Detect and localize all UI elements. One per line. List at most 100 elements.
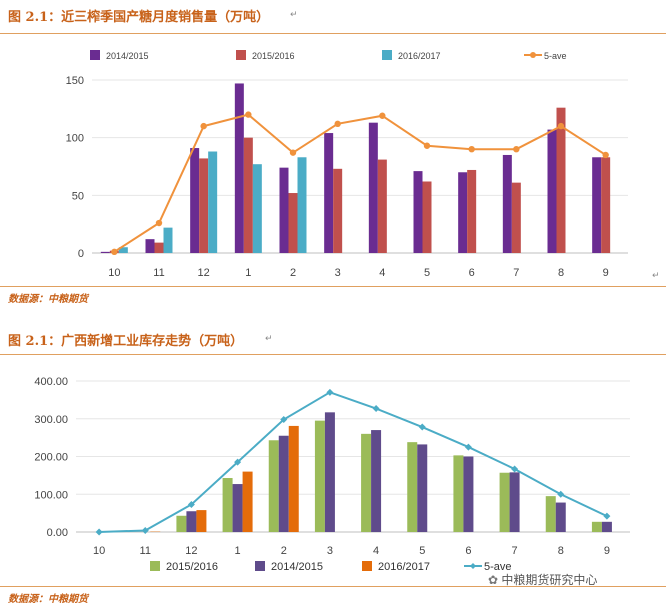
y-tick-label: 400.00 — [34, 376, 68, 388]
x-tick-label: 11 — [153, 267, 164, 279]
bar — [190, 148, 200, 253]
paragraph-mark: ↵ — [652, 270, 660, 280]
figure-1-source: 数据源：中粮期货 — [8, 294, 88, 305]
bar — [186, 511, 197, 532]
bar — [407, 442, 418, 532]
line-point — [602, 151, 609, 159]
line-point — [155, 219, 163, 227]
bar — [458, 172, 468, 253]
y-tick-label: 300.00 — [34, 414, 68, 426]
line-point — [557, 122, 565, 130]
legend-swatch — [255, 561, 265, 571]
x-tick-label: 1 — [235, 545, 241, 557]
legend-label: 2015/2016 — [166, 561, 218, 573]
bar — [154, 242, 164, 253]
bar — [324, 133, 334, 253]
y-tick-label: 50 — [72, 190, 84, 202]
legend-swatch — [236, 50, 246, 60]
paragraph-mark: ↵ — [265, 333, 273, 343]
x-tick-label: 9 — [603, 267, 609, 279]
bar — [297, 157, 307, 253]
bar — [176, 515, 187, 532]
bar — [100, 251, 110, 253]
bar — [243, 137, 253, 253]
bar — [502, 154, 512, 253]
x-tick-label: 2 — [281, 545, 287, 557]
bar — [463, 456, 474, 532]
x-tick-label: 1 — [245, 267, 251, 279]
line-point — [289, 149, 297, 156]
line-point — [511, 465, 519, 473]
divider — [0, 586, 666, 587]
watermark: ✿ 中粮期货研究中心 — [488, 571, 597, 588]
bar — [252, 164, 262, 253]
bar — [288, 425, 299, 532]
line-point — [334, 120, 341, 128]
bar — [591, 521, 602, 532]
line-point — [234, 458, 242, 466]
bar — [288, 193, 298, 253]
divider — [0, 286, 666, 287]
bar — [368, 122, 378, 253]
bar — [208, 151, 218, 253]
x-tick-label: 2 — [290, 267, 296, 279]
line-point — [513, 146, 520, 153]
bar — [222, 478, 233, 532]
bar — [556, 107, 566, 254]
bar — [511, 182, 521, 253]
line-point — [200, 122, 207, 130]
bar — [199, 158, 209, 253]
bar — [163, 227, 173, 253]
line-point — [464, 443, 472, 451]
bar — [417, 444, 428, 532]
line-point — [245, 111, 252, 118]
x-tick-label: 3 — [335, 267, 341, 279]
x-tick-label: 6 — [465, 545, 471, 557]
bar — [232, 484, 243, 532]
bar — [279, 167, 289, 253]
line-point — [468, 146, 475, 153]
bar — [453, 455, 464, 532]
x-tick-label: 7 — [513, 267, 519, 279]
legend-swatch — [470, 563, 476, 569]
bar — [499, 472, 510, 532]
bar — [467, 169, 477, 253]
bar — [422, 181, 432, 253]
x-tick-label: 8 — [558, 267, 564, 279]
x-tick-label: 3 — [327, 545, 333, 557]
legend-swatch — [530, 52, 536, 58]
x-tick-label: 6 — [469, 267, 475, 279]
legend-label: 2016/2017 — [378, 561, 430, 573]
line-point — [557, 490, 565, 498]
y-tick-label: 150 — [66, 75, 84, 87]
line-point — [95, 528, 103, 536]
bar — [413, 171, 423, 253]
bar — [314, 420, 325, 532]
watermark-text: 中粮期货研究中心 — [501, 573, 598, 587]
legend-label: 2014/2015 — [106, 51, 149, 61]
legend-label: 5-ave — [484, 561, 512, 573]
legend-swatch — [382, 50, 392, 60]
wechat-icon: ✿ — [488, 573, 499, 587]
y-tick-label: 100 — [66, 133, 84, 145]
y-tick-label: 0.00 — [47, 527, 68, 539]
bar — [371, 430, 382, 532]
bar — [278, 435, 289, 532]
x-tick-label: 5 — [424, 267, 430, 279]
x-tick-label: 8 — [558, 545, 564, 557]
bar — [324, 412, 335, 532]
line-point — [280, 416, 288, 424]
bar — [592, 157, 602, 253]
legend-label: 2014/2015 — [271, 561, 323, 573]
bar — [234, 83, 244, 254]
legend-label: 2016/2017 — [398, 51, 441, 61]
x-tick-label: 9 — [604, 545, 610, 557]
y-tick-label: 200.00 — [34, 452, 68, 464]
divider — [0, 354, 666, 355]
line-point — [603, 512, 611, 520]
figure-1-title: 图 2.1：近三榨季国产糖月度销售量（万吨） — [8, 10, 270, 25]
x-tick-label: 5 — [419, 545, 425, 557]
legend-label: 2015/2016 — [252, 51, 295, 61]
bar — [196, 510, 207, 532]
bar — [118, 247, 128, 253]
